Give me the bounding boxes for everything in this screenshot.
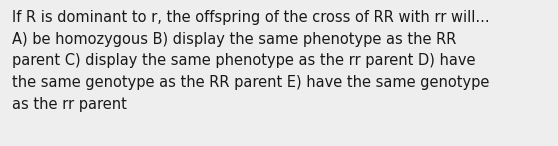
Text: If R is dominant to r, the offspring of the cross of RR with rr will...
A) be ho: If R is dominant to r, the offspring of … xyxy=(12,10,490,112)
